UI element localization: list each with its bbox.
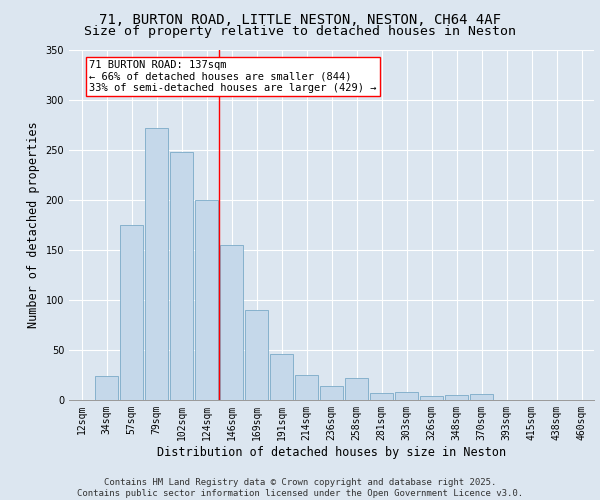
Bar (170, 152, 193, 400)
Bar (145, 128, 168, 400)
Bar (395, 392, 418, 400)
Bar (320, 386, 343, 400)
Text: 71 BURTON ROAD: 137sqm
← 66% of detached houses are smaller (844)
33% of semi-de: 71 BURTON ROAD: 137sqm ← 66% of detached… (89, 60, 377, 93)
Text: 71, BURTON ROAD, LITTLE NESTON, NESTON, CH64 4AF: 71, BURTON ROAD, LITTLE NESTON, NESTON, … (99, 12, 501, 26)
Bar (270, 354, 293, 400)
Bar (445, 395, 468, 400)
Text: Contains HM Land Registry data © Crown copyright and database right 2025.
Contai: Contains HM Land Registry data © Crown c… (77, 478, 523, 498)
Y-axis label: Number of detached properties: Number of detached properties (27, 122, 40, 328)
Bar (295, 375, 318, 400)
Text: Size of property relative to detached houses in Neston: Size of property relative to detached ho… (84, 25, 516, 38)
Bar (245, 310, 268, 400)
Bar (345, 378, 368, 400)
Bar (95, 376, 118, 400)
Bar (470, 394, 493, 400)
X-axis label: Distribution of detached houses by size in Neston: Distribution of detached houses by size … (157, 446, 506, 458)
Bar (195, 200, 218, 400)
Bar (370, 393, 393, 400)
Bar (420, 396, 443, 400)
Bar (120, 225, 143, 400)
Bar (220, 245, 243, 400)
